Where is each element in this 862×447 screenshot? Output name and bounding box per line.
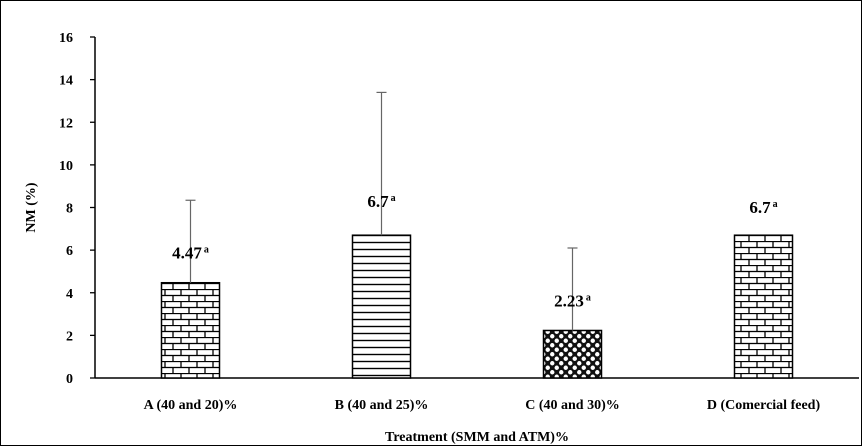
data-labels-group: 4.47 a 6.7 a 2.23 a 6.7 a: [172, 192, 778, 310]
bars-group: [160, 234, 794, 379]
category-label-3: C (40 and 30)%: [525, 398, 620, 413]
error-bars-group: [185, 91, 578, 331]
bar-1: [160, 281, 221, 379]
y-tick-label: 16: [59, 31, 73, 46]
bar-3: [542, 329, 603, 379]
y-tick-label: 2: [66, 329, 73, 344]
category-labels-group: A (40 and 20)% B (40 and 25)% C (40 and 30…: [144, 398, 821, 413]
data-label-4: 6.7 a: [749, 198, 777, 217]
y-axis: 0 2 4 6 8 10 12 14 16: [59, 31, 96, 387]
bar-4: [733, 234, 794, 379]
y-tick-label: 4: [66, 287, 73, 302]
y-tick-label: 6: [66, 244, 73, 259]
category-label-4: D (Comercial feed): [707, 398, 821, 413]
data-label-2: 6.7 a: [367, 192, 395, 211]
category-label-2: B (40 and 25)%: [335, 398, 429, 413]
y-tick-label: 14: [59, 74, 73, 89]
x-axis-title: Treatment (SMM and ATM)%: [385, 430, 569, 445]
data-label-3: 2.23 a: [554, 291, 591, 310]
y-tick-label: 8: [66, 202, 73, 217]
y-tick-label: 12: [59, 116, 73, 131]
data-label-1: 4.47 a: [172, 244, 209, 263]
y-axis-title: NM (%): [24, 182, 39, 232]
y-tick-label: 0: [66, 372, 73, 387]
bar-2: [351, 234, 412, 379]
category-label-1: A (40 and 20)%: [144, 398, 238, 413]
y-tick-label: 10: [59, 159, 73, 174]
